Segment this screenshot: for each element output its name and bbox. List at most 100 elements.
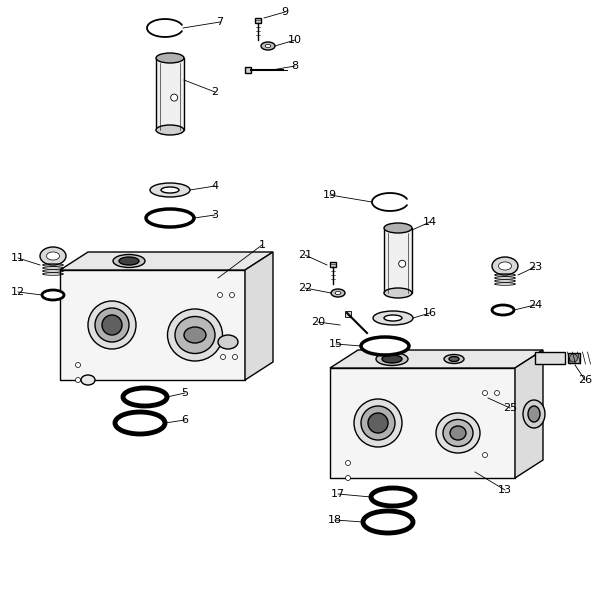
Polygon shape: [60, 252, 273, 270]
Ellipse shape: [46, 252, 60, 260]
Polygon shape: [60, 270, 245, 380]
Text: 25: 25: [503, 403, 517, 413]
Ellipse shape: [346, 461, 351, 466]
Text: 6: 6: [182, 415, 188, 425]
Ellipse shape: [184, 327, 206, 343]
Text: 12: 12: [11, 287, 25, 297]
Ellipse shape: [331, 289, 345, 297]
Text: 15: 15: [329, 339, 343, 349]
Ellipse shape: [81, 375, 95, 385]
Ellipse shape: [399, 260, 406, 267]
Polygon shape: [515, 350, 543, 478]
Text: 14: 14: [423, 217, 437, 227]
Ellipse shape: [376, 353, 408, 365]
Ellipse shape: [492, 305, 514, 315]
Ellipse shape: [42, 290, 64, 300]
Ellipse shape: [443, 419, 473, 447]
Ellipse shape: [368, 413, 388, 433]
Bar: [255, 18, 261, 22]
Ellipse shape: [371, 488, 415, 506]
Ellipse shape: [482, 390, 487, 396]
Text: 2: 2: [211, 87, 219, 97]
Ellipse shape: [217, 293, 222, 297]
Ellipse shape: [230, 293, 235, 297]
Text: 10: 10: [288, 35, 302, 45]
Text: 3: 3: [211, 210, 219, 220]
Ellipse shape: [161, 187, 179, 193]
Ellipse shape: [354, 399, 402, 447]
Ellipse shape: [495, 390, 500, 396]
Ellipse shape: [361, 337, 409, 355]
Ellipse shape: [40, 247, 66, 265]
Ellipse shape: [95, 308, 129, 342]
Ellipse shape: [335, 291, 341, 294]
Ellipse shape: [444, 354, 464, 364]
Ellipse shape: [373, 311, 413, 325]
Bar: [330, 262, 336, 266]
Polygon shape: [330, 368, 515, 478]
Text: 11: 11: [11, 253, 25, 263]
Polygon shape: [245, 252, 273, 380]
Text: 18: 18: [328, 515, 342, 525]
Ellipse shape: [384, 223, 412, 233]
Ellipse shape: [156, 53, 184, 63]
Ellipse shape: [363, 511, 413, 533]
Text: 24: 24: [528, 300, 542, 310]
Ellipse shape: [570, 354, 578, 362]
Text: 19: 19: [323, 190, 337, 200]
Ellipse shape: [382, 355, 402, 363]
Ellipse shape: [156, 125, 184, 135]
Ellipse shape: [450, 426, 466, 440]
Ellipse shape: [523, 400, 545, 428]
Text: 4: 4: [211, 181, 219, 191]
Ellipse shape: [449, 356, 459, 362]
Bar: [156, 58, 184, 130]
Bar: [245, 67, 251, 73]
Ellipse shape: [528, 406, 540, 422]
Text: 21: 21: [298, 250, 312, 260]
Text: 26: 26: [578, 375, 592, 385]
Ellipse shape: [361, 406, 395, 440]
Text: 20: 20: [311, 317, 325, 327]
Ellipse shape: [76, 378, 81, 382]
Ellipse shape: [119, 257, 139, 265]
Text: 23: 23: [528, 262, 542, 272]
Ellipse shape: [115, 412, 165, 434]
Ellipse shape: [261, 42, 275, 50]
Text: 1: 1: [259, 240, 265, 250]
Text: 13: 13: [498, 485, 512, 495]
Ellipse shape: [150, 183, 190, 197]
Text: 22: 22: [298, 283, 312, 293]
Ellipse shape: [102, 315, 122, 335]
Ellipse shape: [168, 309, 222, 361]
Ellipse shape: [498, 262, 511, 270]
Bar: [535, 352, 565, 364]
Ellipse shape: [436, 413, 480, 453]
Ellipse shape: [123, 388, 167, 406]
Ellipse shape: [482, 452, 487, 458]
Ellipse shape: [175, 316, 215, 353]
Text: 16: 16: [423, 308, 437, 318]
Polygon shape: [330, 350, 543, 368]
Text: 7: 7: [216, 17, 224, 27]
Bar: [345, 311, 351, 317]
Ellipse shape: [232, 354, 238, 359]
Bar: [567, 353, 580, 363]
Ellipse shape: [171, 94, 177, 101]
Ellipse shape: [218, 335, 238, 349]
Ellipse shape: [113, 254, 145, 268]
Ellipse shape: [265, 44, 271, 47]
Ellipse shape: [492, 257, 518, 275]
Ellipse shape: [384, 288, 412, 298]
Ellipse shape: [88, 301, 136, 349]
Text: 5: 5: [182, 388, 188, 398]
Bar: [384, 228, 412, 293]
Text: 8: 8: [291, 61, 299, 71]
Ellipse shape: [384, 315, 402, 321]
Ellipse shape: [76, 362, 81, 367]
Ellipse shape: [146, 209, 194, 227]
Text: 17: 17: [331, 489, 345, 499]
Ellipse shape: [221, 354, 225, 359]
Text: 9: 9: [282, 7, 288, 17]
Ellipse shape: [346, 475, 351, 481]
